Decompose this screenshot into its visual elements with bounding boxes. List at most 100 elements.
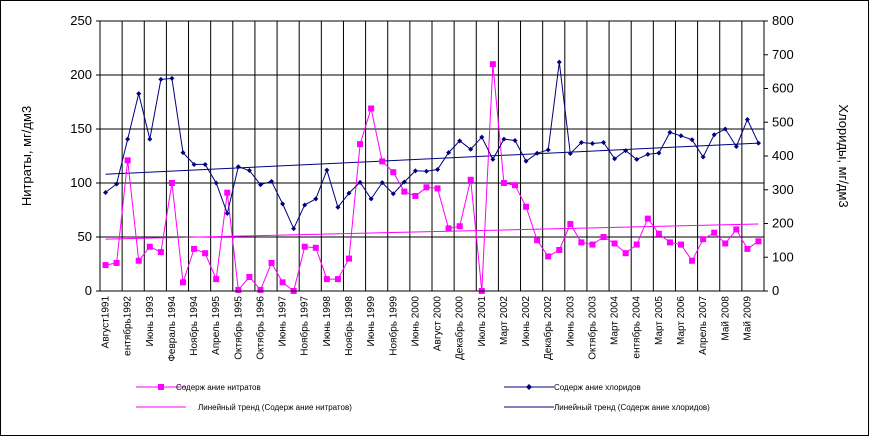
data-point-nitrate <box>467 176 474 183</box>
data-point-chloride <box>180 150 186 156</box>
data-point-chloride <box>601 140 607 145</box>
data-point-nitrate <box>744 245 751 252</box>
data-point-chloride <box>125 136 131 142</box>
data-point-nitrate <box>323 276 330 283</box>
y-tick-label: 250 <box>70 13 92 28</box>
data-point-nitrate <box>202 250 209 257</box>
x-tick-label: Декабрь 2000 <box>454 296 466 360</box>
data-point-chloride <box>534 150 540 156</box>
data-point-chloride <box>291 226 297 232</box>
x-tick-label: ентябрь1992 <box>122 296 134 356</box>
data-point-chloride <box>589 141 595 147</box>
data-point-chloride <box>556 59 562 65</box>
x-tick-label: Июнь 1999 <box>366 296 377 347</box>
data-point-chloride <box>567 151 573 157</box>
data-point-chloride <box>446 150 452 156</box>
data-point-nitrate <box>412 192 419 199</box>
x-tick-label: Март 2004 <box>610 296 621 345</box>
data-point-nitrate <box>224 189 231 196</box>
data-point-chloride <box>169 75 175 81</box>
data-point-nitrate <box>246 273 253 280</box>
data-point-nitrate <box>534 237 541 244</box>
data-point-chloride <box>612 156 618 162</box>
data-point-chloride <box>368 196 374 202</box>
data-point-nitrate <box>102 262 109 269</box>
data-point-chloride <box>346 190 352 196</box>
data-point-nitrate <box>135 257 142 264</box>
x-tick-label: Июнь 2002 <box>521 296 532 347</box>
data-point-nitrate <box>401 188 408 195</box>
y2-axis-ticks: 0 100 200 300 400 500 600 700 800 <box>764 13 794 298</box>
y-tick-label: 50 <box>78 229 92 244</box>
y2-tick-label: 100 <box>772 249 794 264</box>
data-point-chloride <box>147 136 153 142</box>
data-point-nitrate <box>268 259 275 266</box>
data-point-nitrate <box>489 61 496 68</box>
data-point-nitrate <box>146 243 153 250</box>
data-point-nitrate <box>456 223 463 230</box>
data-point-chloride <box>468 146 474 152</box>
x-tick-label: Август 2000 <box>433 296 444 352</box>
data-point-chloride <box>158 76 164 82</box>
data-point-nitrate <box>368 105 375 112</box>
data-point-chloride <box>257 182 263 188</box>
x-tick-label: Апрель 1995 <box>211 296 222 355</box>
legend-nitrate-label: Содерж ание нитратов <box>176 383 261 392</box>
y-tick-label: 150 <box>70 121 92 136</box>
plot-border <box>99 20 765 292</box>
data-point-chloride <box>302 202 308 208</box>
trend-line <box>105 223 759 240</box>
data-point-nitrate <box>678 241 684 248</box>
data-point-chloride <box>379 180 385 186</box>
y-tick-label: 0 <box>85 283 92 298</box>
x-tick-label: ентябрь 2004 <box>631 296 643 359</box>
data-point-nitrate <box>733 226 740 233</box>
data-point-chloride <box>191 161 197 167</box>
x-tick-label: Ноябрь 1999 <box>387 296 399 356</box>
data-point-nitrate <box>279 279 286 286</box>
data-point-nitrate <box>301 243 308 250</box>
x-tick-label: Ноябрь 1994 <box>188 296 200 356</box>
y2-tick-label: 500 <box>772 114 794 129</box>
data-point-nitrate <box>357 141 364 148</box>
data-point-nitrate <box>168 180 175 186</box>
data-point-nitrate <box>755 238 762 245</box>
x-tick-label: Март 2005 <box>654 296 665 345</box>
x-tick-label: Август1991 <box>101 296 112 349</box>
data-point-chloride <box>689 137 695 143</box>
data-point-chloride <box>423 168 429 174</box>
data-point-chloride <box>103 189 109 195</box>
data-point-nitrate <box>512 182 518 189</box>
data-point-chloride <box>634 156 640 162</box>
x-tick-label: Март 2002 <box>499 296 510 345</box>
data-point-chloride <box>335 204 341 210</box>
y2-tick-label: 700 <box>772 47 794 62</box>
data-point-chloride <box>490 156 496 162</box>
y-tick-label: 100 <box>70 175 92 190</box>
data-point-nitrate <box>445 225 452 232</box>
data-point-chloride <box>501 136 507 142</box>
grid <box>99 20 765 292</box>
data-point-chloride <box>136 91 142 97</box>
y-tick-label: 200 <box>70 67 92 82</box>
x-tick-label: Май 2008 <box>720 296 731 341</box>
data-point-nitrate <box>589 241 596 248</box>
x-tick-label: Июнь 1998 <box>322 296 333 347</box>
data-point-chloride <box>401 179 407 185</box>
y2-tick-label: 600 <box>772 81 794 96</box>
y2-axis-title: Хлориды, мг/дм3 <box>836 104 851 207</box>
y2-tick-label: 0 <box>772 283 779 298</box>
data-point-nitrate <box>346 255 352 262</box>
series-markers <box>102 59 762 294</box>
data-point-chloride <box>224 210 230 216</box>
data-point-chloride <box>114 181 120 187</box>
data-point-chloride <box>202 161 208 167</box>
data-point-nitrate <box>600 234 607 240</box>
data-point-nitrate <box>545 253 552 260</box>
data-point-nitrate <box>578 239 585 246</box>
y2-tick-label: 200 <box>772 216 794 231</box>
x-tick-label: Ноябрь 1998 <box>343 296 355 356</box>
data-point-nitrate <box>423 184 430 191</box>
data-point-nitrate <box>191 245 198 252</box>
data-point-nitrate <box>711 229 718 236</box>
